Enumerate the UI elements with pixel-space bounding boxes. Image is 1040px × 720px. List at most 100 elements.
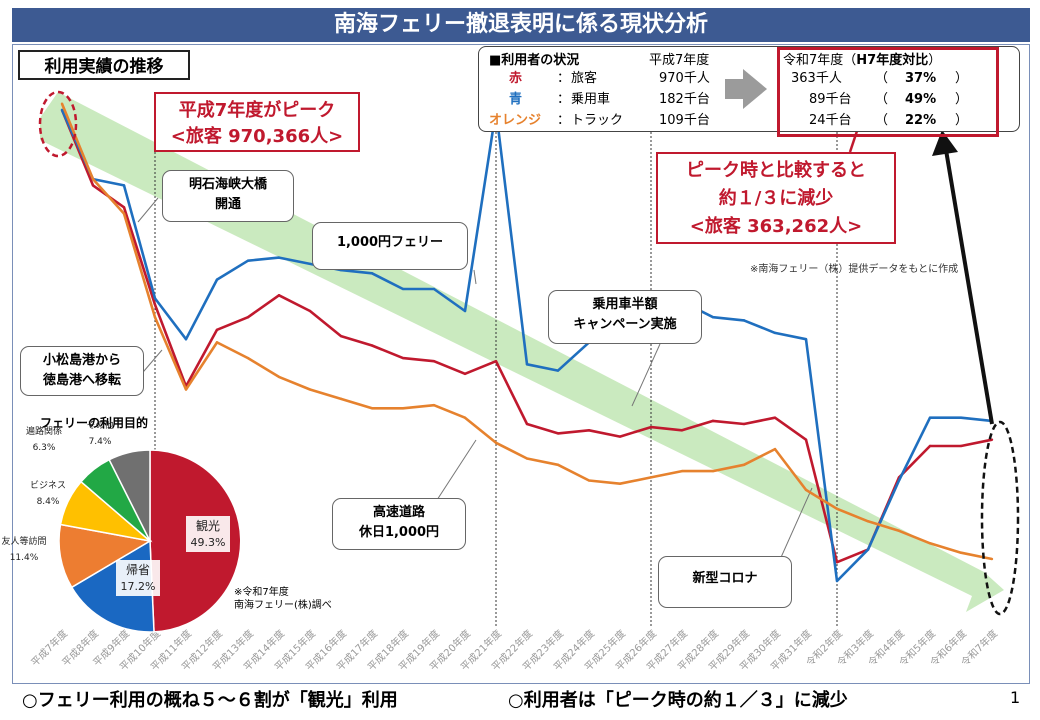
- data-point: [556, 432, 560, 435]
- reduction-callout-line2: 約１/３に減少: [718, 188, 834, 209]
- data-point: [835, 579, 839, 583]
- bottom-summary-right: ○利用者は「ピーク時の約１／３」に減少: [508, 690, 848, 711]
- corona-callout: 新型コロナ: [658, 556, 792, 608]
- data-point: [928, 416, 932, 419]
- row-base: 970千人: [659, 71, 710, 86]
- row-paren-close: ）: [955, 71, 969, 86]
- status-box: ■利用者の状況 平成7年度 令和7年度（H7年度対比） 赤 ： 旅客 970千人…: [478, 46, 1020, 137]
- status-row: 青 ： 乗用車 182千台 89千台 （ 49% ）: [479, 90, 1019, 110]
- akashi-callout-line1: 明石海峡大橋: [188, 177, 267, 192]
- row-paren-close: ）: [955, 113, 969, 128]
- row-color-word: 赤: [509, 71, 523, 86]
- data-point: [122, 184, 126, 187]
- data-point: [804, 338, 808, 341]
- row-sep: ：: [557, 92, 571, 107]
- komatsu-callout: 小松島港から 徳島港へ移転: [20, 346, 144, 396]
- data-point: [618, 482, 622, 485]
- data-point: [215, 278, 219, 281]
- page-number: 1: [1010, 688, 1021, 707]
- data-point: [587, 429, 591, 432]
- corona-callout-text: 新型コロナ: [692, 571, 758, 586]
- data-point: [122, 206, 126, 209]
- row-color-word: オレンジ: [489, 113, 542, 128]
- data-point: [649, 476, 653, 479]
- data-point: [463, 416, 467, 419]
- data-point: [246, 316, 250, 319]
- highway-callout-line1: 高速道路: [372, 505, 425, 520]
- data-point: [339, 334, 343, 338]
- row-kind: 旅客: [571, 71, 598, 86]
- data-point: [277, 256, 281, 259]
- data-point: [742, 463, 746, 467]
- reduction-callout: ピーク時と比較すると 約１/３に減少 <旅客 363,262人>: [656, 152, 896, 244]
- data-point: [525, 457, 529, 460]
- data-point: [618, 435, 622, 438]
- data-point: [308, 309, 312, 313]
- data-point: [680, 429, 684, 432]
- callout-pointer: [631, 343, 661, 407]
- current-ellipse: [980, 420, 1020, 616]
- source-note: ※南海フェリー（株）提供データをもとに作成: [750, 264, 959, 275]
- data-point: [556, 369, 560, 372]
- data-point: [215, 328, 219, 331]
- row-base: 109千台: [659, 113, 710, 128]
- pie-title: フェリーの利用目的: [40, 416, 149, 430]
- data-point: [773, 416, 777, 419]
- data-point: [308, 262, 312, 266]
- data-point: [432, 403, 436, 407]
- row-color-word: 青: [509, 92, 523, 107]
- data-point: [339, 397, 343, 401]
- peak-callout-line1: 平成7年度がピーク: [178, 100, 336, 121]
- data-point: [277, 294, 281, 297]
- data-point: [153, 297, 157, 300]
- data-point: [990, 438, 994, 441]
- reduction-callout-line1: ピーク時と比較すると: [686, 160, 866, 181]
- status-row: 赤 ： 旅客 970千人 363千人 （ 37% ）: [479, 69, 1019, 89]
- data-point: [370, 272, 374, 275]
- data-point: [463, 372, 467, 375]
- data-point: [153, 316, 157, 319]
- data-point: [866, 548, 870, 551]
- data-point: [711, 469, 715, 473]
- data-point: [959, 551, 963, 554]
- data-point: [711, 316, 715, 319]
- data-point: [959, 444, 963, 448]
- highlight-box: [777, 47, 999, 137]
- data-point: [60, 108, 64, 112]
- peak-callout-line2: <旅客 970,366人>: [170, 126, 344, 147]
- chart-stage: [12, 44, 1030, 684]
- data-point: [91, 177, 95, 181]
- data-point: [556, 463, 560, 467]
- data-point: [246, 259, 250, 262]
- section-label: 利用実績の推移: [18, 50, 190, 80]
- data-point: [742, 319, 746, 322]
- data-point: [308, 388, 312, 391]
- status-row: オレンジ ： トラック 109千台 24千台 （ 22% ）: [479, 111, 1019, 131]
- data-point: [184, 338, 188, 341]
- komatsu-callout-line1: 小松島港から: [42, 353, 121, 368]
- data-point: [494, 360, 498, 363]
- data-point: [60, 102, 64, 105]
- akashi-callout: 明石海峡大橋 開通: [162, 170, 294, 222]
- black-arrow-head: [932, 130, 958, 156]
- campaign-callout: 乗用車半額 キャンペーン実施: [548, 290, 702, 344]
- data-point: [525, 363, 529, 366]
- data-point: [990, 557, 994, 561]
- data-point: [184, 388, 188, 391]
- data-point: [370, 344, 374, 347]
- data-point: [91, 184, 95, 187]
- data-point: [432, 360, 436, 363]
- highway-callout: 高速道路 休日1,000円: [332, 498, 466, 550]
- data-point: [494, 441, 498, 445]
- campaign-callout-line1: 乗用車半額: [592, 297, 658, 312]
- data-point: [370, 407, 374, 410]
- row-now: 89千台: [809, 92, 852, 107]
- data-point: [804, 488, 808, 492]
- ferry1000-callout: 1,000円フェリー: [312, 222, 468, 270]
- data-point: [215, 341, 219, 344]
- callout-pointer: [473, 269, 477, 285]
- trend-arrow: [40, 92, 1004, 612]
- row-ratio: 37%: [905, 71, 937, 86]
- status-col-now-label: 令和7年度（: [783, 53, 857, 68]
